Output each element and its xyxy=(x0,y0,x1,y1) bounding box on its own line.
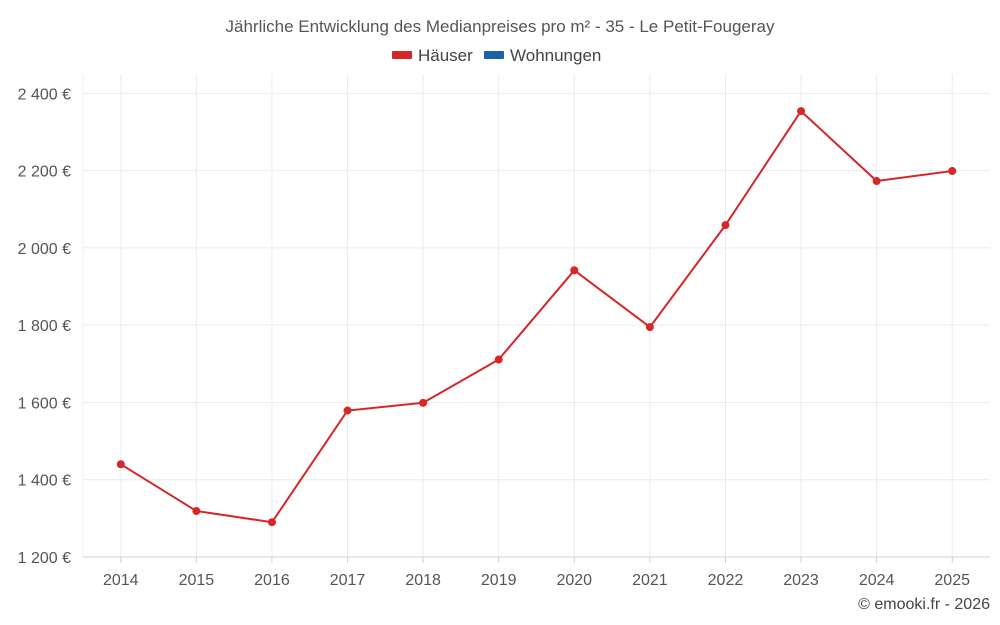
legend-label-haeuser: Häuser xyxy=(418,46,473,65)
y-tick-label: 2 400 € xyxy=(18,86,71,103)
data-point-2024[interactable] xyxy=(872,177,881,186)
legend-label-wohnungen: Wohnungen xyxy=(510,46,601,65)
data-point-2022[interactable] xyxy=(721,221,730,230)
x-tick-label: 2025 xyxy=(934,572,970,589)
data-point-2025[interactable] xyxy=(948,166,957,175)
y-tick-label: 1 600 € xyxy=(18,395,71,412)
y-tick-label: 2 000 € xyxy=(18,241,71,258)
legend-item-haeuser[interactable]: Häuser xyxy=(392,46,473,65)
data-point-2014[interactable] xyxy=(116,460,125,469)
legend-swatch-wohnungen xyxy=(484,51,504,59)
data-point-2016[interactable] xyxy=(267,518,276,527)
x-tick-label: 2018 xyxy=(405,572,441,589)
x-tick-label: 2014 xyxy=(103,572,139,589)
data-point-2018[interactable] xyxy=(419,398,428,407)
x-tick-label: 2022 xyxy=(708,572,744,589)
x-tick-label: 2019 xyxy=(481,572,517,589)
x-tick-label: 2015 xyxy=(179,572,215,589)
y-tick-label: 1 200 € xyxy=(18,550,71,567)
x-tick-label: 2024 xyxy=(859,572,895,589)
y-tick-label: 1 800 € xyxy=(18,318,71,335)
y-axis-ticks: 1 200 € 1 400 € 1 600 € 1 800 € 2 000 € 2 200… xyxy=(18,86,71,567)
data-point-2015[interactable] xyxy=(192,507,201,516)
y-tick-label: 2 200 € xyxy=(18,164,71,181)
legend-item-wohnungen[interactable]: Wohnungen xyxy=(484,46,601,65)
y-tick-label: 1 400 € xyxy=(18,473,71,490)
x-tick-label: 2020 xyxy=(556,572,592,589)
chart-title: Jährliche Entwicklung des Medianpreises … xyxy=(226,17,775,36)
data-point-2020[interactable] xyxy=(570,266,579,275)
legend: Häuser Wohnungen xyxy=(392,46,601,65)
data-point-2019[interactable] xyxy=(494,355,503,364)
data-point-2017[interactable] xyxy=(343,406,352,415)
x-tick-label: 2021 xyxy=(632,572,668,589)
legend-swatch-haeuser xyxy=(392,51,412,59)
data-point-2023[interactable] xyxy=(797,107,806,116)
x-axis-ticks: 2014 2015 2016 2017 2018 2019 2020 2021 2022 2023… xyxy=(103,557,970,589)
series-haeuser xyxy=(116,107,957,527)
x-gridlines xyxy=(82,74,953,557)
x-tick-label: 2023 xyxy=(783,572,819,589)
x-tick-label: 2016 xyxy=(254,572,290,589)
y-gridlines xyxy=(83,92,990,481)
series-line-haeuser xyxy=(120,110,953,524)
x-tick-label: 2017 xyxy=(330,572,366,589)
data-point-2021[interactable] xyxy=(645,323,654,332)
credit-text: © emooki.fr - 2026 xyxy=(858,596,990,613)
